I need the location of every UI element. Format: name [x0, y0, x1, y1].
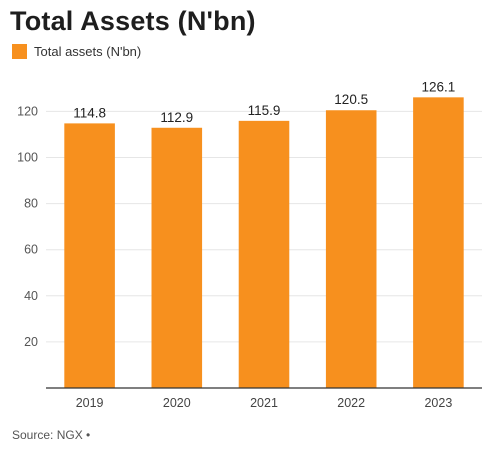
- y-tick-label: 120: [17, 104, 38, 118]
- y-tick-label: 40: [24, 289, 38, 303]
- bar: [238, 120, 290, 389]
- legend-swatch: [12, 44, 27, 59]
- chart-title: Total Assets (N'bn): [10, 6, 256, 36]
- data-label: 120.5: [334, 92, 368, 107]
- bar: [151, 127, 203, 388]
- y-tick-label: 60: [24, 243, 38, 257]
- legend: Total assets (N'bn): [12, 44, 141, 59]
- legend-label: Total assets (N'bn): [34, 44, 142, 59]
- x-tick-label: 2019: [76, 396, 104, 410]
- x-tick-label: 2022: [337, 396, 365, 410]
- y-tick-label: 20: [24, 335, 38, 349]
- y-tick-label: 100: [17, 151, 38, 165]
- data-label: 115.9: [248, 103, 281, 118]
- data-label: 126.1: [422, 79, 456, 94]
- x-tick-label: 2020: [163, 396, 191, 410]
- bar: [413, 97, 464, 388]
- data-label: 112.9: [160, 110, 193, 125]
- y-tick-label: 80: [24, 197, 38, 211]
- source-note: Source: NGX •: [12, 428, 91, 442]
- data-label: 114.8: [73, 105, 106, 120]
- bar: [64, 123, 115, 389]
- x-tick-label: 2023: [424, 396, 452, 410]
- bar: [325, 110, 377, 388]
- x-tick-label: 2021: [250, 396, 278, 410]
